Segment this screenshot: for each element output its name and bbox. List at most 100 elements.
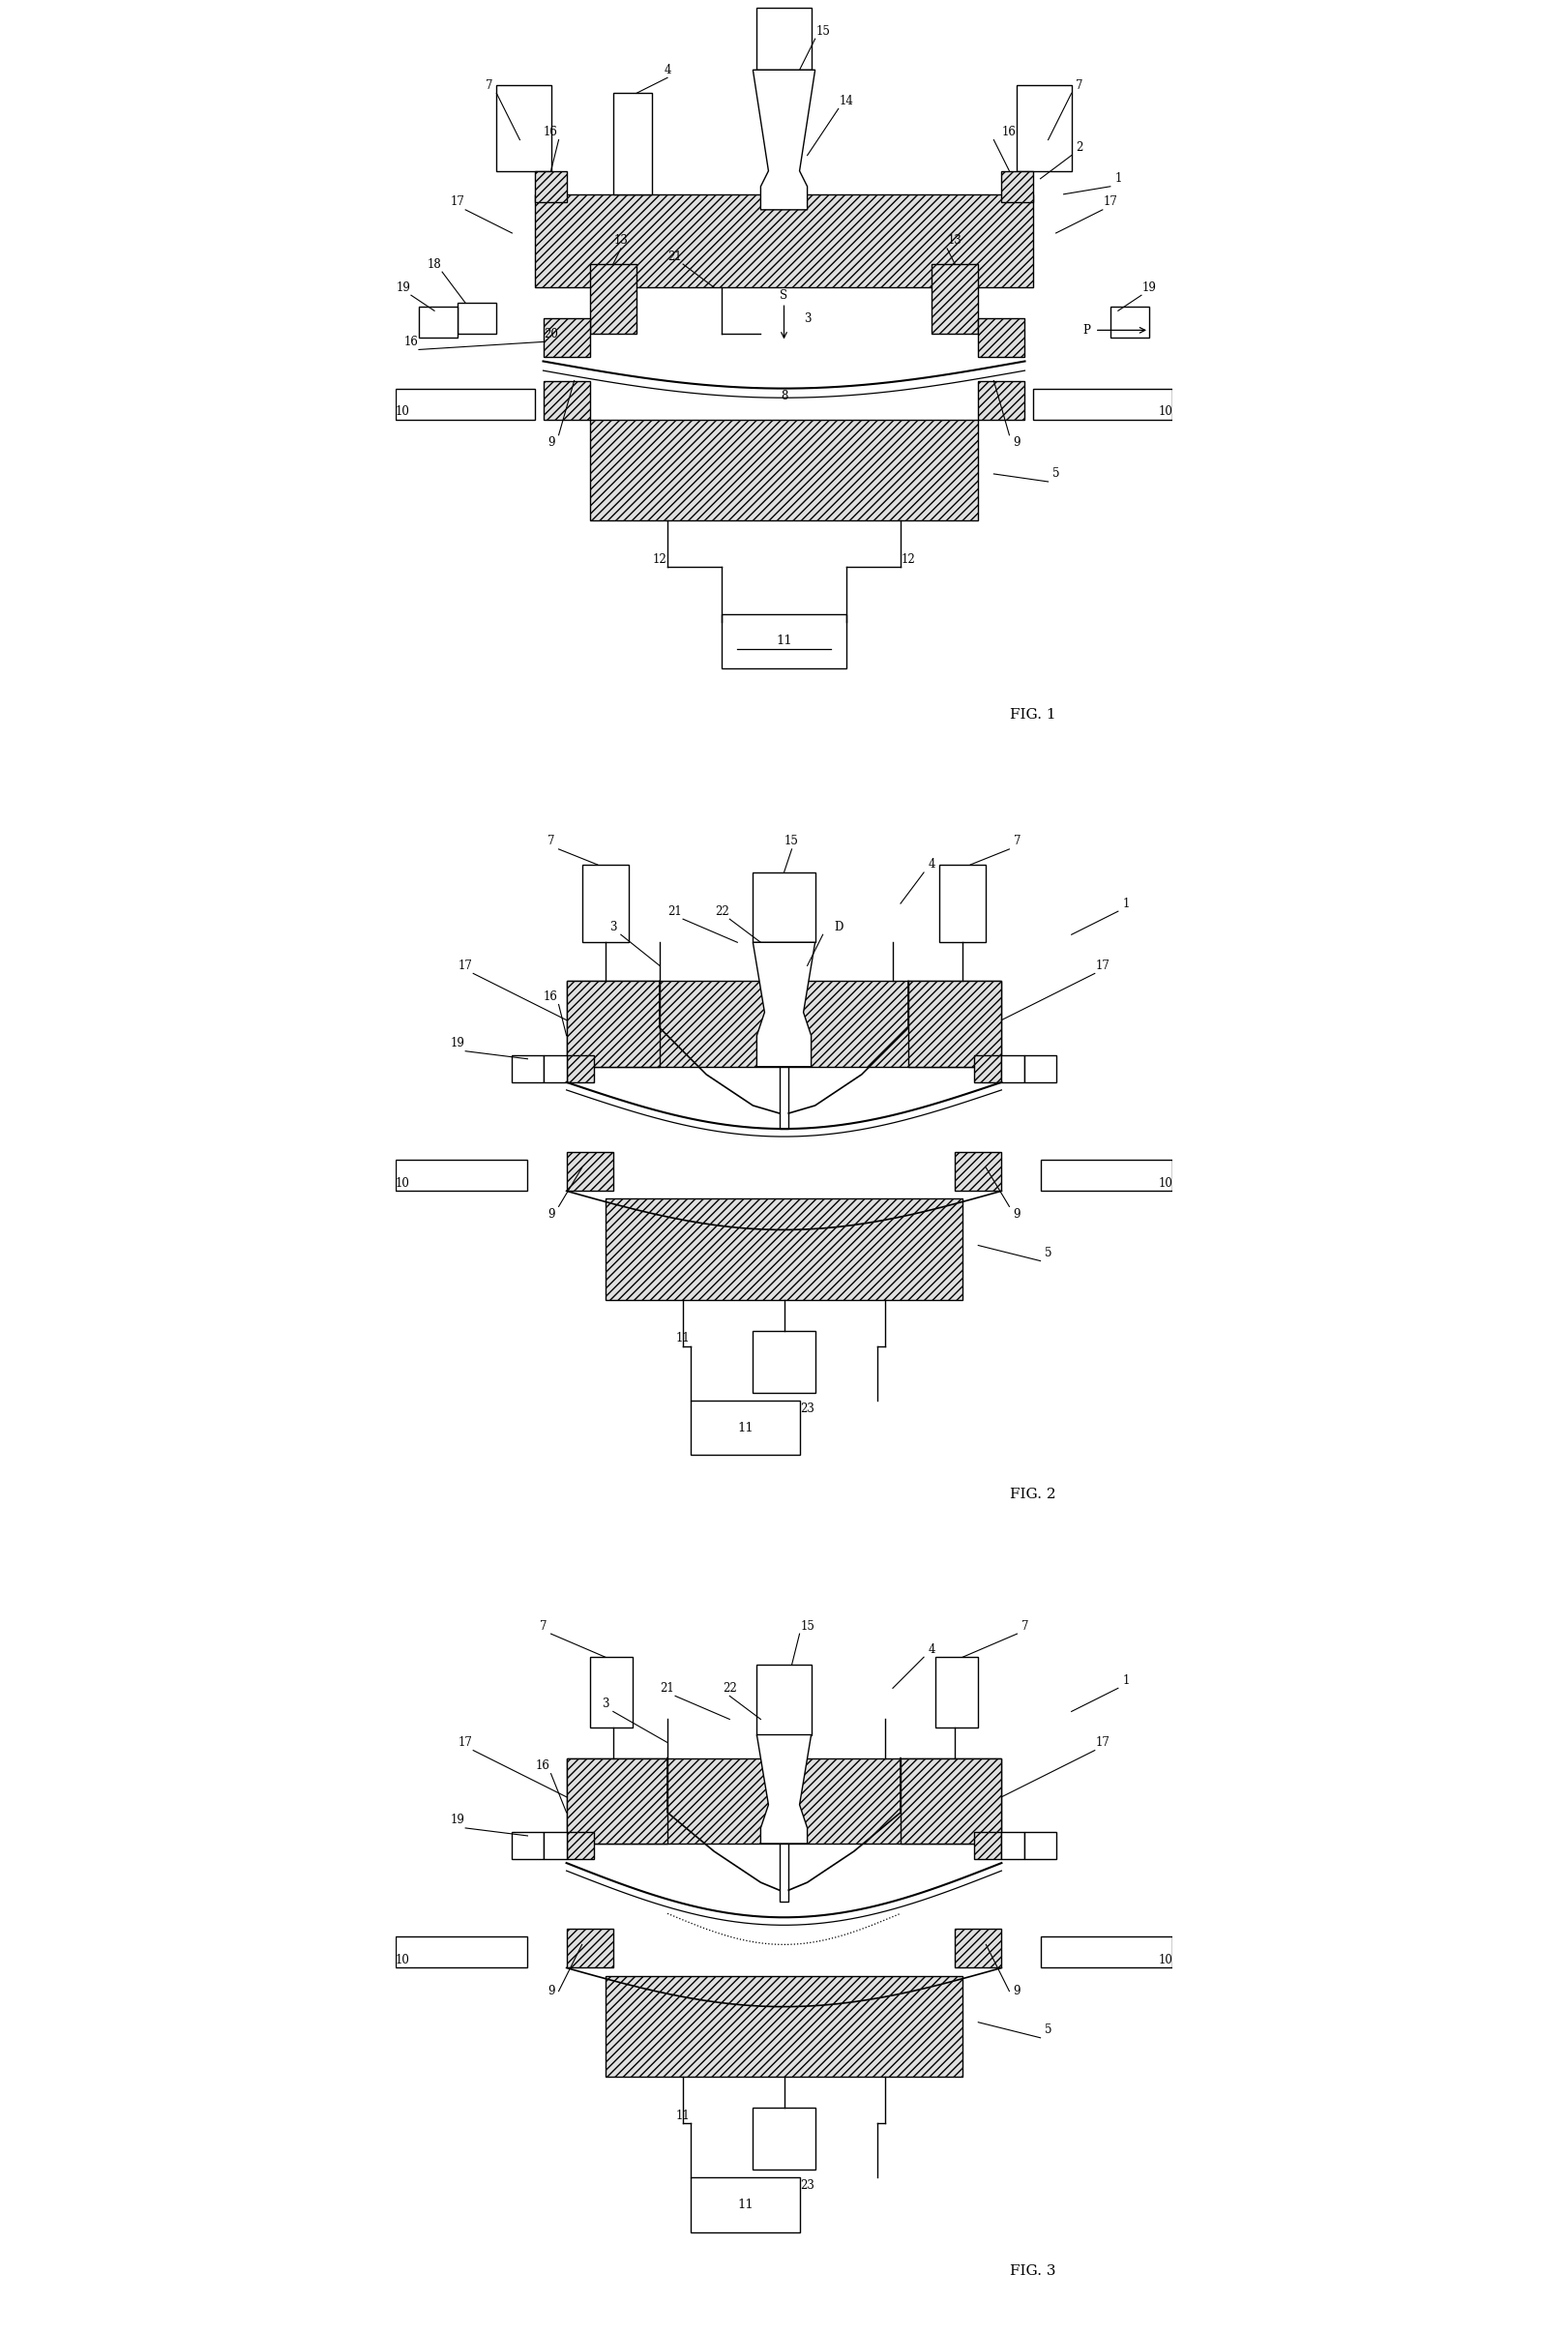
Text: 14: 14 [839, 96, 853, 107]
Text: 7: 7 [1076, 79, 1083, 91]
Bar [566, 1055, 594, 1083]
Polygon shape [753, 943, 815, 1066]
Text: 4: 4 [928, 1642, 935, 1656]
Text: 10: 10 [1159, 406, 1173, 418]
Bar [543, 320, 590, 357]
Bar [939, 866, 986, 943]
Bar [613, 93, 652, 194]
Text: 5: 5 [1052, 467, 1060, 481]
Bar [566, 982, 660, 1066]
Text: 19: 19 [397, 282, 411, 294]
Text: 5: 5 [1044, 1246, 1052, 1260]
Text: 23: 23 [800, 2179, 814, 2191]
Text: 8: 8 [781, 390, 787, 404]
Bar [753, 2107, 815, 2170]
Text: 3: 3 [610, 922, 616, 933]
Text: 12: 12 [902, 553, 916, 565]
Text: 15: 15 [800, 1619, 814, 1633]
Text: 9: 9 [1013, 1985, 1021, 1997]
Text: 21: 21 [668, 905, 682, 917]
Text: 10: 10 [395, 406, 409, 418]
Text: 21: 21 [660, 1682, 674, 1694]
Text: 20: 20 [544, 327, 558, 341]
Bar [543, 380, 590, 420]
Text: 16: 16 [544, 126, 558, 138]
Bar [566, 1759, 668, 1843]
Bar [1041, 1160, 1173, 1190]
Text: 1: 1 [1123, 898, 1129, 910]
Bar [691, 2177, 800, 2233]
Text: 11: 11 [676, 2109, 690, 2121]
Bar [590, 264, 637, 334]
Text: 9: 9 [547, 436, 555, 450]
Text: 16: 16 [536, 1759, 550, 1773]
Text: 17: 17 [458, 1736, 472, 1750]
Bar [757, 1666, 811, 1736]
Bar [497, 86, 550, 170]
Bar [543, 1831, 566, 1859]
Bar [395, 1936, 527, 1967]
Text: FIG. 1: FIG. 1 [1010, 707, 1055, 721]
Bar [566, 1831, 594, 1859]
Text: 1: 1 [1123, 1675, 1129, 1687]
Text: 21: 21 [668, 250, 682, 264]
Bar [590, 1656, 632, 1726]
Bar [535, 170, 566, 203]
Bar [974, 1055, 1002, 1083]
Text: 5: 5 [1044, 2023, 1052, 2037]
Text: 9: 9 [547, 1985, 555, 1997]
Text: 15: 15 [815, 26, 829, 37]
Bar [566, 1153, 613, 1190]
Text: 23: 23 [800, 1402, 814, 1414]
Text: 1: 1 [1115, 173, 1121, 184]
Bar [1025, 1055, 1055, 1083]
Text: 7: 7 [1013, 835, 1021, 847]
Bar [605, 1976, 963, 2076]
Bar [936, 1656, 978, 1726]
Bar [1018, 86, 1071, 170]
Bar [395, 387, 535, 420]
Text: 17: 17 [1096, 959, 1110, 973]
Bar [458, 303, 497, 334]
Bar [908, 982, 1002, 1066]
Text: FIG. 2: FIG. 2 [1010, 1486, 1055, 1500]
Bar [753, 1330, 815, 1393]
Text: 7: 7 [485, 79, 492, 91]
Bar [605, 1199, 963, 1299]
Bar [974, 1831, 1002, 1859]
Text: 7: 7 [547, 835, 555, 847]
Text: 4: 4 [663, 63, 671, 77]
Text: P: P [1083, 324, 1091, 336]
Text: 9: 9 [1013, 1208, 1021, 1220]
Bar [779, 1843, 789, 1901]
Bar [513, 1055, 543, 1083]
Bar [590, 420, 978, 520]
Text: 15: 15 [784, 835, 800, 847]
Bar [955, 1153, 1002, 1190]
Bar [978, 320, 1025, 357]
Text: 11: 11 [737, 1421, 753, 1435]
Bar [566, 1929, 613, 1967]
Text: 10: 10 [395, 1953, 409, 1967]
Text: 10: 10 [395, 1176, 409, 1190]
Text: 22: 22 [715, 905, 729, 917]
Bar [535, 194, 1033, 287]
Text: 18: 18 [426, 259, 442, 271]
Text: 19: 19 [1142, 282, 1156, 294]
Bar [513, 1831, 543, 1859]
Text: 11: 11 [776, 635, 792, 646]
Bar [582, 866, 629, 943]
Text: D: D [834, 922, 844, 933]
Text: FIG. 3: FIG. 3 [1010, 2263, 1055, 2277]
Bar [978, 380, 1025, 420]
Bar [955, 1929, 1002, 1967]
Bar [395, 1160, 527, 1190]
Polygon shape [753, 70, 815, 210]
Text: 17: 17 [1104, 196, 1118, 208]
Polygon shape [757, 1736, 811, 1843]
Text: 9: 9 [547, 1208, 555, 1220]
Bar [566, 982, 1002, 1066]
Bar [1033, 387, 1173, 420]
Text: 17: 17 [1096, 1736, 1110, 1750]
Text: S: S [779, 289, 789, 301]
